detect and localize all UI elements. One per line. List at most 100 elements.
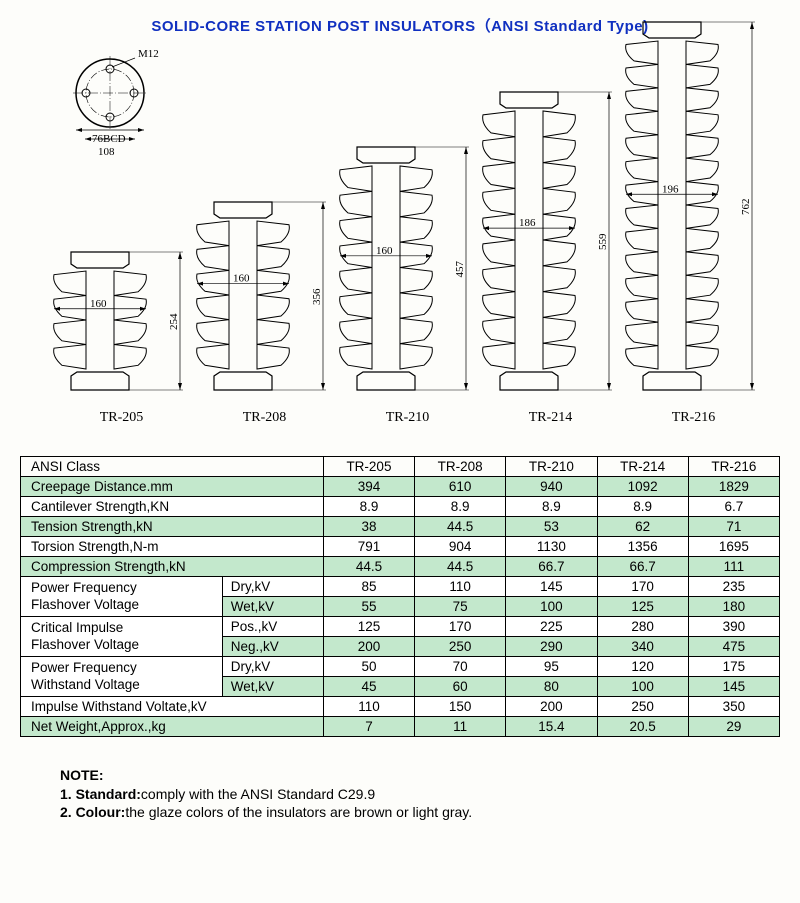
insulator-block: 559 186 TR-214 [479,90,622,426]
value-cell: 280 [597,617,688,637]
value-cell: 145 [688,677,779,697]
value-cell: 44.5 [323,557,414,577]
insulator-block: 457160TR-210 [336,145,479,426]
insulator-icon: 356160 [193,200,336,395]
value-cell: 55 [323,597,414,617]
value-cell: 125 [323,617,414,637]
value-cell: 200 [323,637,414,657]
flange-top-view-icon [70,51,160,146]
value-cell: 44.5 [415,557,506,577]
value-cell: 350 [688,697,779,717]
param-group-cell: Critical ImpulseFlashover Voltage [21,617,223,657]
value-cell: 110 [323,697,414,717]
spec-table: ANSI ClassTR-205TR-208TR-210TR-214TR-216… [20,456,780,737]
table-row: Compression Strength,kN44.544.566.766.71… [21,557,780,577]
value-cell: 1356 [597,537,688,557]
param-group-cell: Power FrequencyWithstand Voltage [21,657,223,697]
table-header-model: TR-205 [323,457,414,477]
value-cell: 8.9 [415,497,506,517]
value-cell: 170 [597,577,688,597]
value-cell: 145 [506,577,597,597]
svg-text:457: 457 [454,261,466,278]
value-cell: 791 [323,537,414,557]
value-cell: 904 [415,537,506,557]
value-cell: 38 [323,517,414,537]
value-cell: 100 [597,677,688,697]
insulator-block: 254160TR-205 [50,250,193,426]
value-cell: 50 [323,657,414,677]
table-row: Creepage Distance.mm39461094010921829 [21,477,780,497]
value-cell: 95 [506,657,597,677]
value-cell: 1092 [597,477,688,497]
value-cell: 250 [415,637,506,657]
value-cell: 7 [323,717,414,737]
param-cell: Torsion Strength,N-m [21,537,324,557]
value-cell: 394 [323,477,414,497]
value-cell: 110 [415,577,506,597]
table-header-model: TR-214 [597,457,688,477]
value-cell: 111 [688,557,779,577]
value-cell: 170 [415,617,506,637]
value-cell: 390 [688,617,779,637]
insulator-block: 762196 TR-216 [622,20,765,426]
param-cell: Impulse Withstand Voltate,kV [21,697,324,717]
param-sub-cell: Dry,kV [222,577,323,597]
param-cell: Compression Strength,kN [21,557,324,577]
flange-od-label: 108 [98,146,115,158]
value-cell: 125 [597,597,688,617]
insulator-model-label: TR-216 [672,410,716,426]
value-cell: 235 [688,577,779,597]
value-cell: 340 [597,637,688,657]
param-sub-cell: Neg.,kV [222,637,323,657]
table-header-model: TR-208 [415,457,506,477]
svg-text:160: 160 [233,273,250,285]
insulator-icon: 762196 [622,20,765,395]
value-cell: 15.4 [506,717,597,737]
insulator-diagram-row: M12 76BCD 108 254160TR-205356160TR-20845… [40,56,760,426]
value-cell: 175 [688,657,779,677]
value-cell: 1130 [506,537,597,557]
value-cell: 290 [506,637,597,657]
notes-title: NOTE: [60,767,760,783]
value-cell: 66.7 [506,557,597,577]
svg-text:186: 186 [519,217,536,229]
note-line: 1. Standard:comply with the ANSI Standar… [60,786,760,802]
table-row: Tension Strength,kN3844.5536271 [21,517,780,537]
value-cell: 180 [688,597,779,617]
value-cell: 85 [323,577,414,597]
svg-text:254: 254 [168,313,180,330]
table-row: Net Weight,Approx.,kg71115.420.529 [21,717,780,737]
table-row: Power FrequencyFlashover VoltageDry,kV85… [21,577,780,597]
value-cell: 53 [506,517,597,537]
value-cell: 1829 [688,477,779,497]
table-row: Impulse Withstand Voltate,kV110150200250… [21,697,780,717]
param-cell: Cantilever Strength,KN [21,497,324,517]
table-row: Power FrequencyWithstand VoltageDry,kV50… [21,657,780,677]
value-cell: 225 [506,617,597,637]
flange-bcd-label: 76BCD [92,133,126,145]
insulator-icon: 254 160 [50,250,193,395]
value-cell: 8.9 [506,497,597,517]
param-sub-cell: Wet,kV [222,677,323,697]
value-cell: 1695 [688,537,779,557]
note-line: 2. Colour:the glaze colors of the insula… [60,804,760,820]
insulator-block: 356160 TR-208 [193,200,336,426]
param-sub-cell: Wet,kV [222,597,323,617]
param-sub-cell: Dry,kV [222,657,323,677]
table-header-model: TR-216 [688,457,779,477]
svg-text:160: 160 [90,298,107,310]
value-cell: 62 [597,517,688,537]
value-cell: 45 [323,677,414,697]
param-cell: Net Weight,Approx.,kg [21,717,324,737]
value-cell: 250 [597,697,688,717]
insulator-model-label: TR-208 [243,410,287,426]
value-cell: 610 [415,477,506,497]
table-header-model: TR-210 [506,457,597,477]
table-header-row: ANSI ClassTR-205TR-208TR-210TR-214TR-216 [21,457,780,477]
value-cell: 80 [506,677,597,697]
svg-text:762: 762 [740,199,752,216]
svg-text:559: 559 [597,233,609,250]
insulator-model-label: TR-214 [529,410,573,426]
value-cell: 120 [597,657,688,677]
param-cell: Creepage Distance.mm [21,477,324,497]
